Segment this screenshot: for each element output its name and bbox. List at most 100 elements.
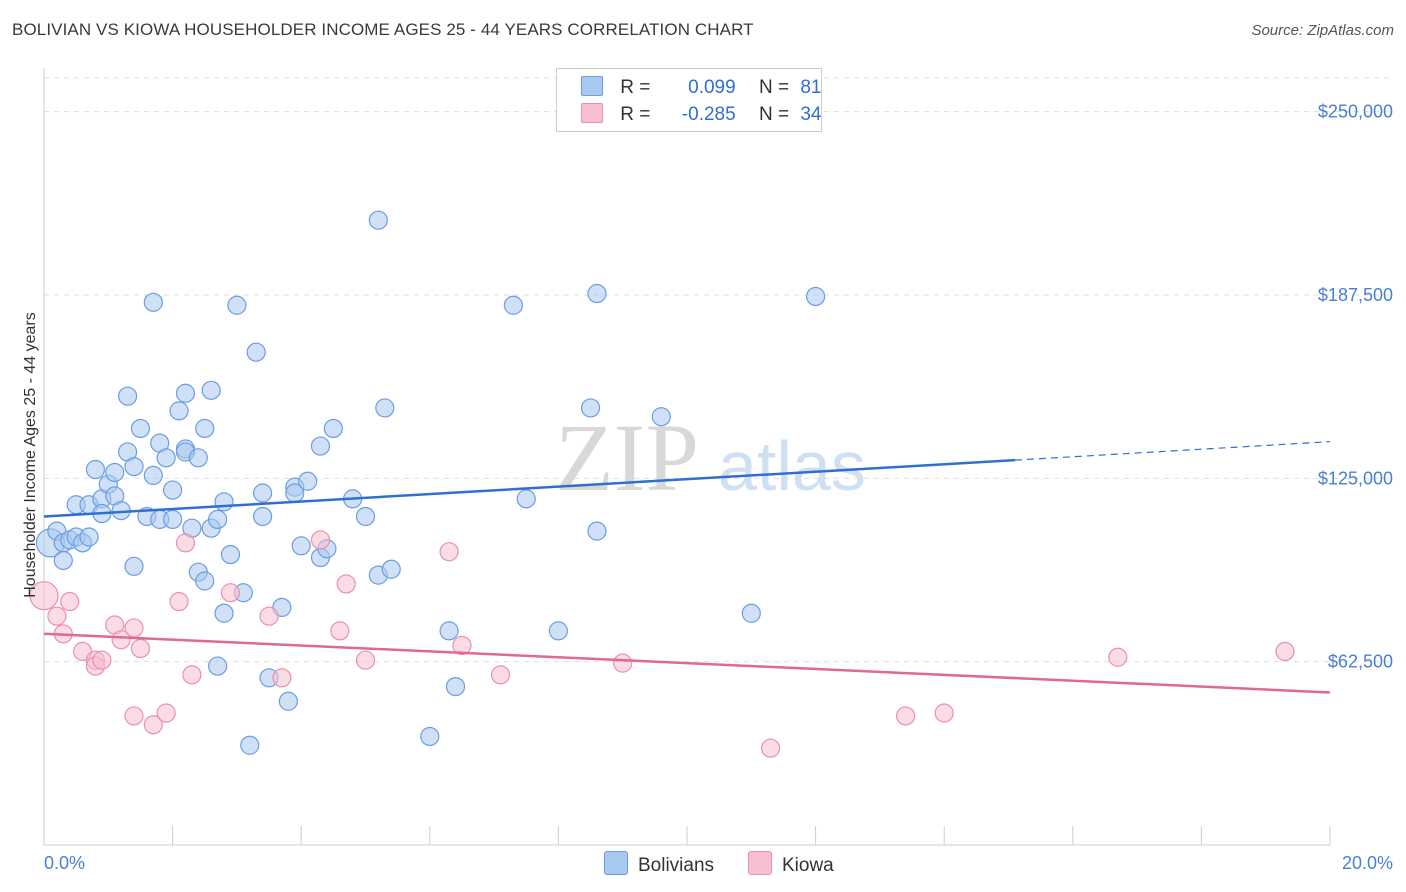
source-credit: Source: ZipAtlas.com — [1251, 22, 1394, 39]
legend-item-kiowa[interactable]: Kiowa — [748, 851, 834, 877]
bolivians-point — [580, 398, 601, 418]
kiowa-point — [896, 706, 916, 726]
kiowa-point — [934, 703, 954, 723]
bolivians-point — [548, 621, 569, 641]
bolivians-point — [253, 483, 273, 503]
chart-title: BOLIVIAN VS KIOWA HOUSEHOLDER INCOME AGE… — [12, 20, 754, 39]
bolivians-point — [805, 286, 826, 307]
watermark-atlas: atlas — [718, 427, 866, 505]
kiowa-point — [355, 650, 376, 670]
bolivians-point — [516, 489, 536, 509]
bolivians-point — [420, 726, 440, 747]
bolivians-legend-swatch — [604, 851, 628, 875]
bolivians-point — [214, 603, 234, 623]
bolivians-point — [240, 735, 260, 755]
bolivians-point — [53, 550, 73, 571]
bolivians-point — [163, 480, 183, 500]
bolivians-point — [439, 621, 459, 641]
y-tick-label: $187,500 — [1318, 285, 1393, 305]
y-axis-title: Householder Income Ages 25 - 44 years — [22, 312, 39, 598]
kiowa-point — [124, 618, 144, 638]
n-label: N = — [758, 77, 790, 98]
bolivians-point — [368, 210, 388, 230]
bolivians-legend-label: Bolivians — [638, 855, 715, 876]
r-label: R = — [620, 104, 651, 125]
kiowa-point — [330, 621, 350, 641]
bolivians-point — [214, 492, 234, 512]
kiowa-point — [336, 574, 356, 594]
bolivians-point — [741, 603, 761, 623]
bolivians-point — [375, 398, 395, 418]
kiowa-point — [156, 703, 176, 723]
x-tick-label-max: 20.0% — [1342, 853, 1393, 873]
kiowa-point — [182, 665, 202, 685]
kiowa-point — [175, 533, 196, 553]
bolivians-point — [323, 418, 343, 439]
kiowa-point — [60, 591, 80, 612]
bolivians-point — [79, 527, 99, 547]
bolivians-point — [445, 676, 466, 697]
bolivians-point — [310, 436, 331, 456]
kiowa-point — [310, 530, 331, 550]
n-label: N = — [758, 104, 790, 125]
kiowa-point — [143, 715, 163, 735]
gridlines — [44, 77, 1392, 663]
bolivians-point — [278, 691, 298, 711]
x-tick-label-min: 0.0% — [44, 853, 85, 873]
kiowa-point — [490, 665, 511, 685]
kiowa-point — [169, 591, 189, 612]
bolivians-r-value: 0.099 — [688, 77, 736, 98]
legend-row-kiowa: R = -0.285 N = 34 — [581, 103, 821, 127]
bolivians-point — [195, 571, 215, 591]
bolivians-trend-line — [43, 458, 1016, 518]
kiowa-point — [111, 630, 131, 650]
kiowa-point — [613, 653, 633, 673]
bolivians-swatch — [581, 76, 603, 96]
bolivians-point — [195, 418, 215, 439]
kiowa-legend-label: Kiowa — [782, 855, 834, 876]
kiowa-n-value: 34 — [800, 104, 822, 125]
watermark-zip: ZIP — [555, 404, 699, 511]
watermark: ZIP atlas — [555, 404, 866, 511]
kiowa-point — [760, 738, 781, 758]
kiowa-point — [29, 581, 59, 611]
bolivians-point — [85, 459, 106, 480]
bolivians-point — [253, 506, 273, 527]
bolivians-point — [201, 380, 221, 400]
bolivians-point — [105, 462, 125, 483]
bolivians-point — [143, 292, 163, 312]
bolivians-point — [381, 559, 401, 579]
kiowa-point — [47, 606, 67, 626]
bolivians-point — [355, 506, 376, 527]
axes: $62,500 $125,000 $187,500 $250,000 0.0% 20.0% — [43, 68, 1393, 873]
bolivians-point — [208, 656, 228, 676]
legend-row-bolivians: R = 0.099 N = 81 — [581, 76, 821, 100]
bolivians-point — [163, 509, 183, 530]
bolivians-point — [298, 471, 318, 491]
bolivians-point — [175, 383, 196, 403]
kiowa-point — [1108, 647, 1128, 667]
bolivians-point — [651, 407, 671, 427]
bolivians-point — [291, 536, 311, 556]
y-tick-label: $62,500 — [1328, 652, 1393, 672]
correlation-legend: R = 0.099 N = 81 R = -0.285 N = 34 — [556, 68, 822, 132]
bolivians-point — [587, 521, 607, 541]
kiowa-r-value: -0.285 — [681, 104, 736, 125]
bolivians-point — [130, 418, 151, 439]
bolivians-point — [124, 556, 144, 576]
kiowa-point — [220, 583, 241, 603]
bolivians-point — [156, 448, 176, 468]
bolivians-point — [208, 509, 228, 530]
kiowa-point — [259, 606, 279, 626]
bolivians-point — [220, 544, 241, 565]
bolivians-n-value: 81 — [800, 77, 822, 98]
kiowa-point — [124, 706, 144, 726]
y-tick-label: $125,000 — [1318, 468, 1393, 488]
kiowa-point — [452, 635, 472, 656]
kiowa-swatch — [581, 103, 603, 123]
bolivians-point — [169, 401, 189, 421]
bolivians-point — [246, 342, 266, 362]
kiowa-point — [1275, 641, 1295, 662]
legend-item-bolivians[interactable]: Bolivians — [604, 851, 714, 877]
